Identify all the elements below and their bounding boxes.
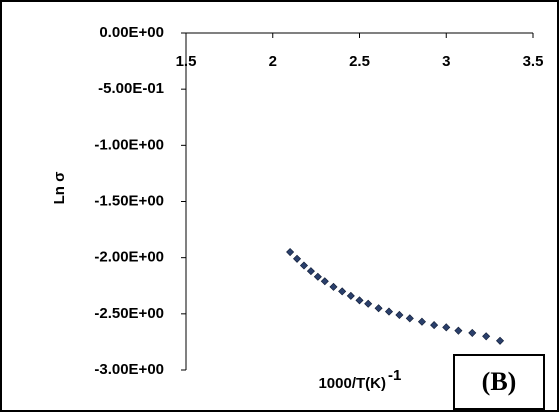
data-point [329, 282, 338, 291]
data-point [346, 291, 355, 300]
data-point [442, 323, 451, 332]
x-axis-title-superscript: -1 [388, 367, 401, 384]
y-tick-labels: 0.00E+00 -5.00E-01 -1.00E+00 -1.50E+00 -2.00… [94, 24, 186, 378]
x-tick-label: 3 [442, 53, 450, 70]
y-tick-label: -2.50E+00 [94, 305, 164, 322]
data-point [320, 277, 329, 286]
y-tick-label: -2.00E+00 [94, 249, 164, 266]
data-point [364, 299, 373, 308]
data-point [417, 317, 426, 326]
x-axis-title: 1000/T(K) [318, 375, 386, 392]
x-tick-label: 2.5 [349, 53, 370, 70]
y-tick-label: 0.00E+00 [99, 24, 164, 41]
panel-label: (B) [481, 367, 517, 396]
y-axis-title: Ln σ [51, 172, 68, 205]
y-tick-label: -3.00E+00 [94, 361, 164, 378]
x-tick-labels: 1.5 2 2.5 3 3.5 [176, 33, 544, 70]
data-points [286, 248, 505, 345]
y-tick-label: -5.00E-01 [98, 80, 164, 97]
x-tick-label: 3.5 [523, 53, 544, 70]
data-point [299, 261, 309, 270]
data-point [338, 287, 347, 296]
data-point [313, 272, 322, 281]
data-point [496, 336, 505, 345]
data-point [286, 248, 295, 257]
data-point [482, 332, 491, 341]
data-point [293, 254, 302, 263]
panel-label-box: (B) [453, 354, 545, 410]
data-point [430, 321, 439, 330]
y-tick-label: -1.50E+00 [94, 192, 164, 209]
data-point [468, 328, 477, 337]
data-point [384, 307, 394, 316]
data-point [355, 296, 364, 305]
x-tick-label: 2 [269, 53, 277, 70]
data-point [306, 267, 315, 276]
data-point [374, 304, 383, 313]
y-tick-label: -1.00E+00 [94, 136, 164, 153]
data-point [395, 310, 404, 319]
data-point [454, 326, 463, 335]
data-point [405, 314, 414, 323]
